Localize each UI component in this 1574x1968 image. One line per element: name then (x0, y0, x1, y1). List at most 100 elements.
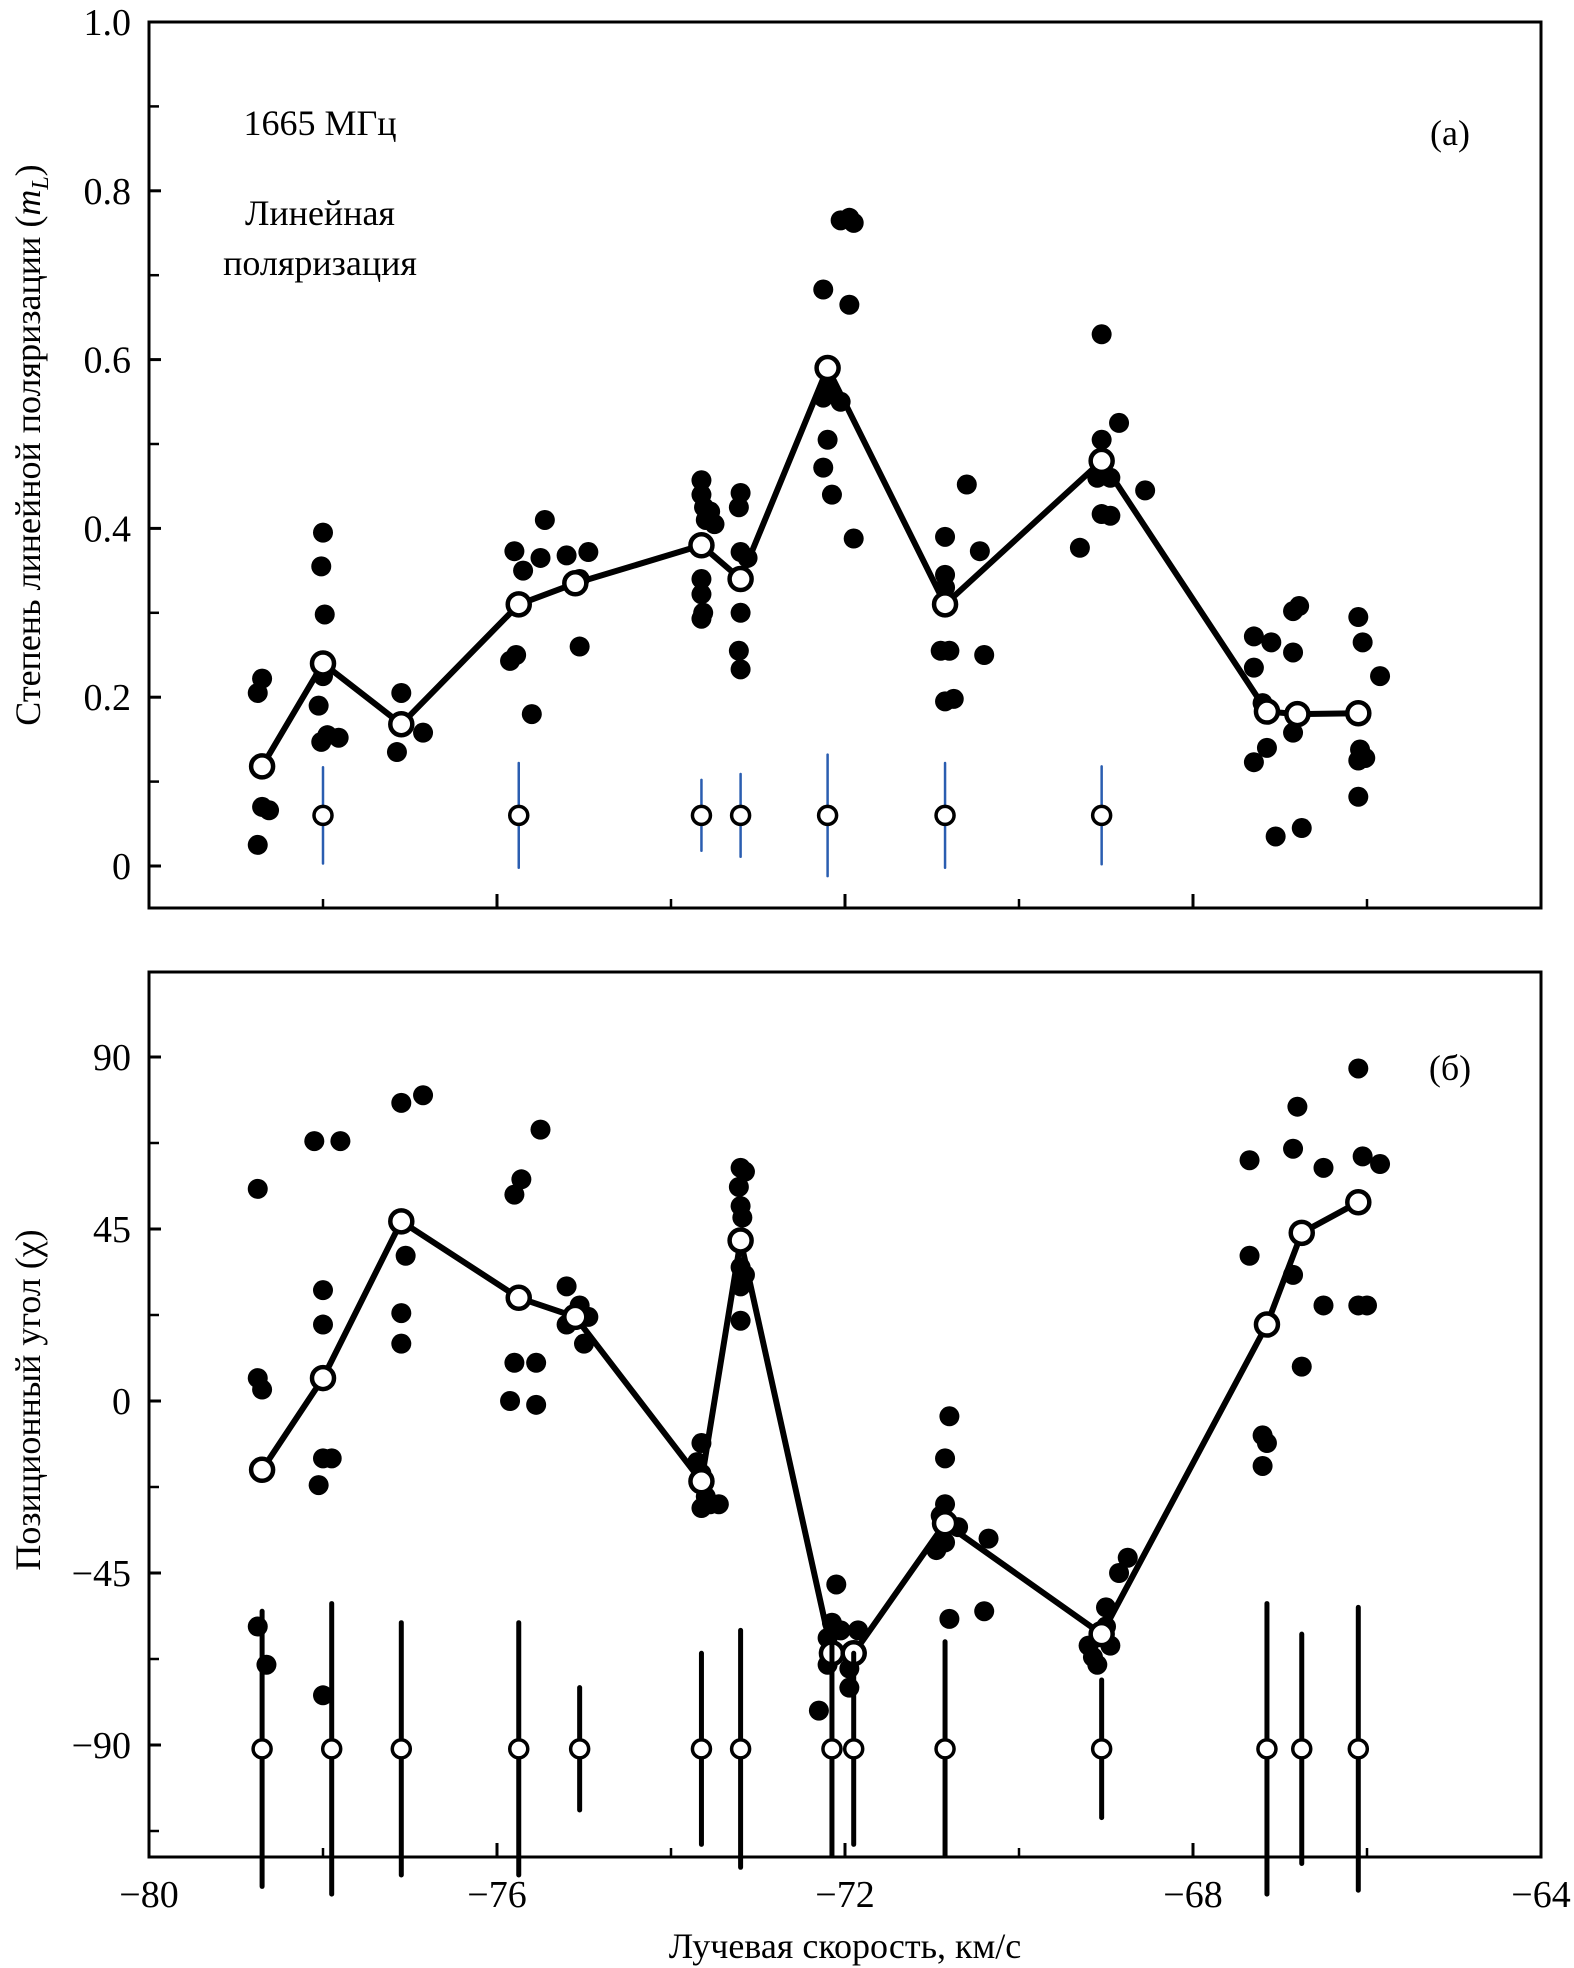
data-point (734, 1161, 755, 1182)
data-point (691, 569, 712, 590)
mean-line (259, 1199, 1360, 1657)
data-point (1087, 1654, 1108, 1675)
error-bar-marker (1291, 1738, 1313, 1760)
data-point (1239, 1150, 1260, 1171)
data-point (728, 640, 749, 661)
data-point (730, 659, 751, 680)
mean-point (248, 753, 276, 780)
data-point (1243, 657, 1264, 678)
top-y-axis-title: Степень линейной поляризации (mL) (8, 164, 54, 725)
error-bar-marker (934, 804, 956, 827)
data-point (391, 682, 412, 703)
data-point (1265, 826, 1286, 847)
mean-point (1253, 698, 1281, 725)
x-tick-label: −72 (815, 1874, 874, 1916)
data-point (1352, 632, 1373, 653)
data-point (1283, 642, 1304, 663)
mean-point (688, 532, 715, 559)
data-point (1069, 537, 1090, 558)
y-tick-label: 0 (112, 846, 131, 888)
data-point (939, 640, 960, 661)
mean-point (309, 1364, 337, 1392)
data-point (256, 1654, 277, 1675)
data-point (506, 645, 527, 665)
data-point (413, 722, 434, 743)
error-bar-marker (568, 1738, 591, 1760)
mean-point (562, 570, 589, 597)
data-point (526, 1352, 547, 1373)
data-point (1256, 1433, 1277, 1454)
mean-point (505, 591, 532, 618)
data-point (1100, 505, 1121, 526)
mean-point (727, 565, 754, 593)
error-bar-marker (390, 1738, 413, 1760)
data-point (556, 545, 577, 566)
y-tick-label: 0.2 (84, 677, 132, 719)
panel-label-a: (a) (1430, 113, 1470, 153)
data-point (308, 1475, 329, 1496)
data-point (395, 1245, 416, 1266)
data-point (247, 834, 268, 855)
mean-line (259, 365, 1359, 768)
data-point (813, 279, 834, 300)
data-point (813, 457, 834, 478)
data-point (526, 1394, 547, 1415)
data-point (1283, 722, 1304, 743)
data-point (1357, 1295, 1377, 1316)
data-point (1348, 750, 1369, 771)
mean-point (1284, 700, 1311, 728)
data-point (1291, 818, 1312, 839)
data-point (504, 541, 525, 562)
data-point (534, 509, 555, 530)
plot-frame (147, 20, 1543, 910)
data-point (1348, 786, 1369, 807)
data-point (1283, 1138, 1304, 1159)
data-point (728, 1176, 749, 1197)
x-tick-label: −80 (119, 1874, 178, 1916)
data-point (1239, 1245, 1260, 1266)
data-point (1109, 1563, 1130, 1583)
data-point (1370, 666, 1391, 687)
data-point (1289, 596, 1310, 617)
data-point (808, 1700, 829, 1721)
data-point (935, 526, 956, 547)
data-point (969, 541, 990, 562)
mean-point (814, 354, 841, 382)
y-tick-label: 0.4 (84, 508, 132, 550)
error-bar-marker (816, 804, 839, 827)
data-point (956, 474, 977, 495)
data-point (1370, 1154, 1391, 1175)
error-bar-marker (1347, 1738, 1370, 1760)
data-point (843, 528, 864, 549)
data-point (386, 742, 407, 763)
data-point (313, 1314, 333, 1335)
data-point (252, 1379, 273, 1400)
data-point (311, 556, 332, 577)
data-point (521, 704, 542, 725)
data-point (311, 731, 332, 752)
data-point (1252, 1455, 1273, 1476)
error-bar-marker (729, 804, 752, 827)
error-bar-marker (1090, 804, 1113, 827)
data-point (328, 727, 349, 748)
error-bar-marker (251, 1738, 273, 1760)
data-point (304, 1131, 325, 1152)
data-point (308, 695, 329, 716)
y-tick-label: 1.0 (84, 2, 132, 44)
mean-point (688, 1468, 715, 1495)
data-point (1287, 1096, 1308, 1117)
data-point (1348, 1058, 1369, 1079)
error-bar-marker (312, 804, 334, 827)
data-point (247, 1178, 268, 1199)
mean-point (388, 1208, 415, 1235)
data-point (259, 800, 280, 821)
error-bar-marker (320, 1738, 343, 1760)
data-point (1109, 412, 1130, 433)
bottom-y-axis-title: Позиционный угол (χ) (8, 1229, 48, 1570)
y-tick-label: 45 (93, 1209, 131, 1251)
x-tick-label: −68 (1163, 1874, 1222, 1916)
x-tick-label: −64 (1511, 1874, 1570, 1916)
polarization-annotation-line1: Линейная (245, 193, 395, 233)
data-point (1243, 626, 1264, 647)
